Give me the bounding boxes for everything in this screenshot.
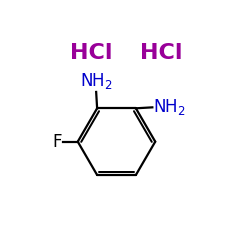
Text: HCl: HCl (140, 43, 182, 63)
Text: NH$_2$: NH$_2$ (153, 97, 186, 117)
Text: HCl: HCl (70, 43, 112, 63)
Text: NH$_2$: NH$_2$ (80, 71, 112, 91)
Text: F: F (53, 133, 62, 151)
